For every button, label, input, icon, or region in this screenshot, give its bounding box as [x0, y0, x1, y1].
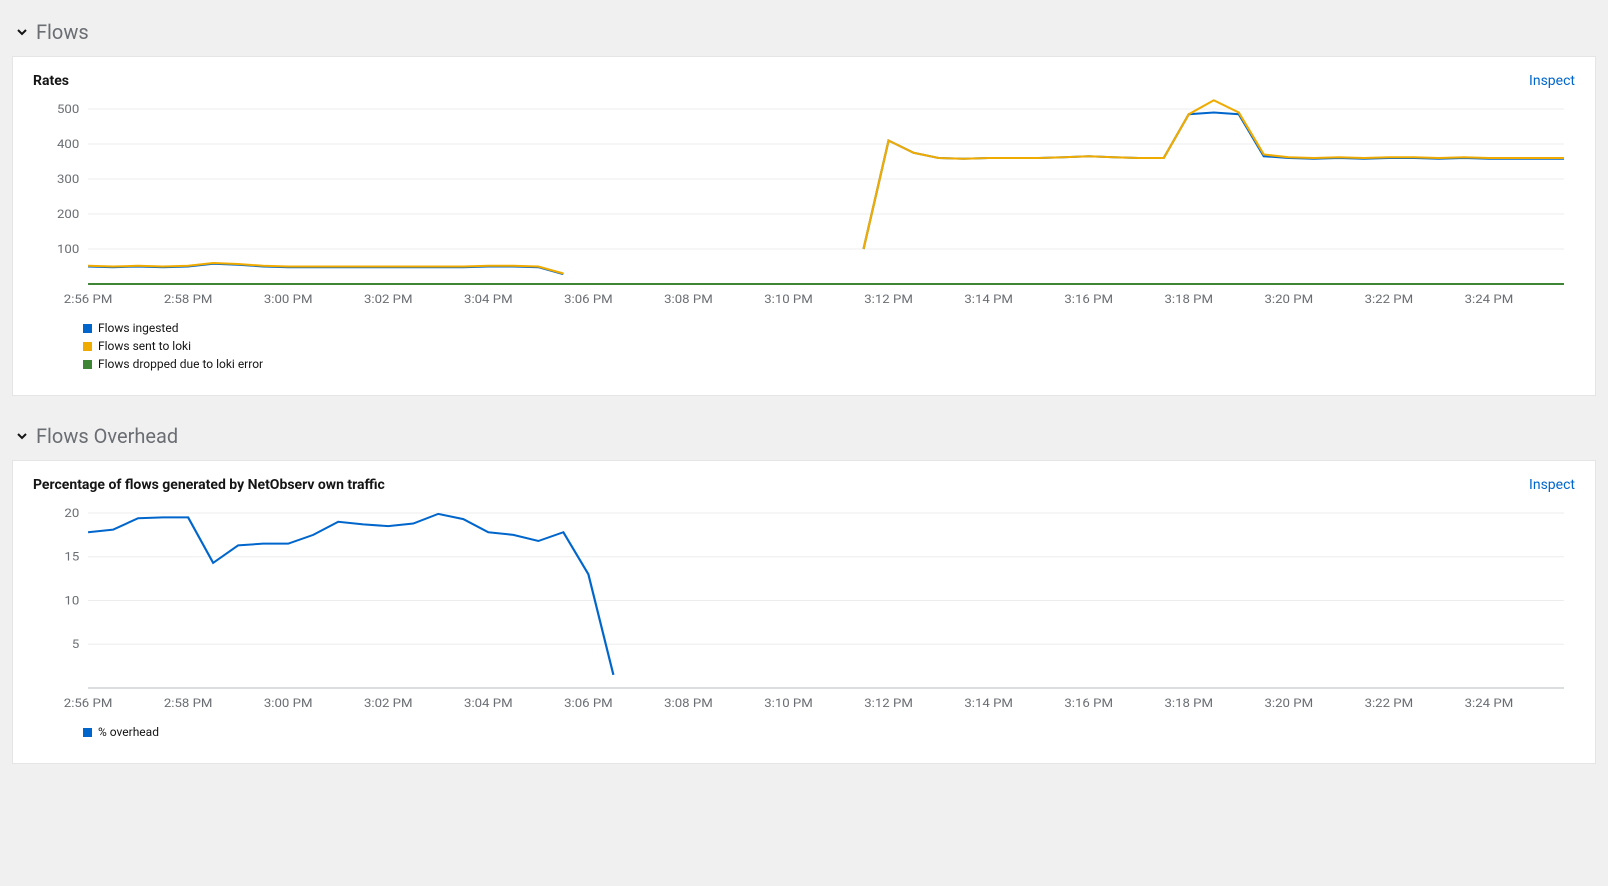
legend-label: Flows sent to loki [98, 339, 191, 353]
svg-text:3:16 PM: 3:16 PM [1064, 293, 1113, 307]
svg-text:5: 5 [72, 638, 79, 652]
panel-title: Rates [33, 73, 69, 89]
legend-label: Flows dropped due to loki error [98, 357, 263, 371]
svg-text:3:10 PM: 3:10 PM [764, 697, 813, 711]
legend-swatch [83, 324, 92, 333]
svg-text:2:58 PM: 2:58 PM [164, 697, 213, 711]
svg-text:15: 15 [64, 550, 79, 564]
svg-text:3:10 PM: 3:10 PM [764, 293, 813, 307]
panel-rates: Rates Inspect 100 200 300 400 500 2:56 PM 2:58… [12, 56, 1596, 396]
svg-text:2:58 PM: 2:58 PM [164, 293, 213, 307]
legend-label: % overhead [98, 725, 159, 739]
chevron-down-icon [16, 430, 28, 442]
legend-item[interactable]: Flows dropped due to loki error [83, 357, 1575, 371]
inspect-link[interactable]: Inspect [1529, 477, 1575, 493]
rates-legend: Flows ingested Flows sent to loki Flows dr… [33, 321, 1575, 371]
legend-label: Flows ingested [98, 321, 178, 335]
svg-text:3:20 PM: 3:20 PM [1265, 293, 1314, 307]
legend-swatch [83, 360, 92, 369]
inspect-link[interactable]: Inspect [1529, 73, 1575, 89]
legend-swatch [83, 728, 92, 737]
svg-text:3:04 PM: 3:04 PM [464, 293, 513, 307]
svg-text:200: 200 [57, 208, 79, 222]
svg-text:3:18 PM: 3:18 PM [1164, 293, 1213, 307]
svg-text:3:22 PM: 3:22 PM [1365, 697, 1414, 711]
chevron-down-icon [16, 26, 28, 38]
legend-item[interactable]: Flows ingested [83, 321, 1575, 335]
overhead-legend: % overhead [33, 725, 1575, 739]
legend-item[interactable]: Flows sent to loki [83, 339, 1575, 353]
svg-text:10: 10 [64, 594, 79, 608]
svg-text:3:06 PM: 3:06 PM [564, 697, 613, 711]
svg-text:2:56 PM: 2:56 PM [64, 697, 113, 711]
svg-text:3:06 PM: 3:06 PM [564, 293, 613, 307]
svg-text:3:12 PM: 3:12 PM [864, 697, 913, 711]
svg-text:3:24 PM: 3:24 PM [1465, 697, 1514, 711]
svg-text:3:12 PM: 3:12 PM [864, 293, 913, 307]
svg-text:3:08 PM: 3:08 PM [664, 293, 713, 307]
svg-text:3:14 PM: 3:14 PM [964, 293, 1013, 307]
svg-text:3:08 PM: 3:08 PM [664, 697, 713, 711]
svg-text:2:56 PM: 2:56 PM [64, 293, 113, 307]
section-title: Flows [36, 20, 89, 44]
legend-item[interactable]: % overhead [83, 725, 1575, 739]
svg-text:100: 100 [57, 243, 79, 257]
svg-text:3:02 PM: 3:02 PM [364, 697, 413, 711]
svg-text:300: 300 [57, 173, 79, 187]
svg-text:3:00 PM: 3:00 PM [264, 293, 313, 307]
panel-title: Percentage of flows generated by NetObse… [33, 477, 385, 493]
svg-text:3:02 PM: 3:02 PM [364, 293, 413, 307]
svg-text:400: 400 [57, 138, 79, 152]
svg-text:20: 20 [64, 507, 79, 521]
svg-text:3:16 PM: 3:16 PM [1064, 697, 1113, 711]
section-header-flows[interactable]: Flows [12, 12, 1596, 56]
svg-text:3:14 PM: 3:14 PM [964, 697, 1013, 711]
panel-overhead: Percentage of flows generated by NetObse… [12, 460, 1596, 764]
rates-chart: 100 200 300 400 500 2:56 PM 2:58 PM 3:00 PM 3:02… [33, 99, 1575, 309]
svg-text:3:22 PM: 3:22 PM [1365, 293, 1414, 307]
section-header-flows-overhead[interactable]: Flows Overhead [12, 416, 1596, 460]
svg-text:3:24 PM: 3:24 PM [1465, 293, 1514, 307]
svg-text:3:20 PM: 3:20 PM [1265, 697, 1314, 711]
overhead-chart: 5 10 15 20 2:56 PM 2:58 PM 3:00 PM 3:02 PM 3:04 … [33, 503, 1575, 713]
svg-text:3:04 PM: 3:04 PM [464, 697, 513, 711]
svg-text:3:18 PM: 3:18 PM [1164, 697, 1213, 711]
svg-text:3:00 PM: 3:00 PM [264, 697, 313, 711]
legend-swatch [83, 342, 92, 351]
section-title: Flows Overhead [36, 424, 178, 448]
svg-text:500: 500 [57, 103, 79, 117]
